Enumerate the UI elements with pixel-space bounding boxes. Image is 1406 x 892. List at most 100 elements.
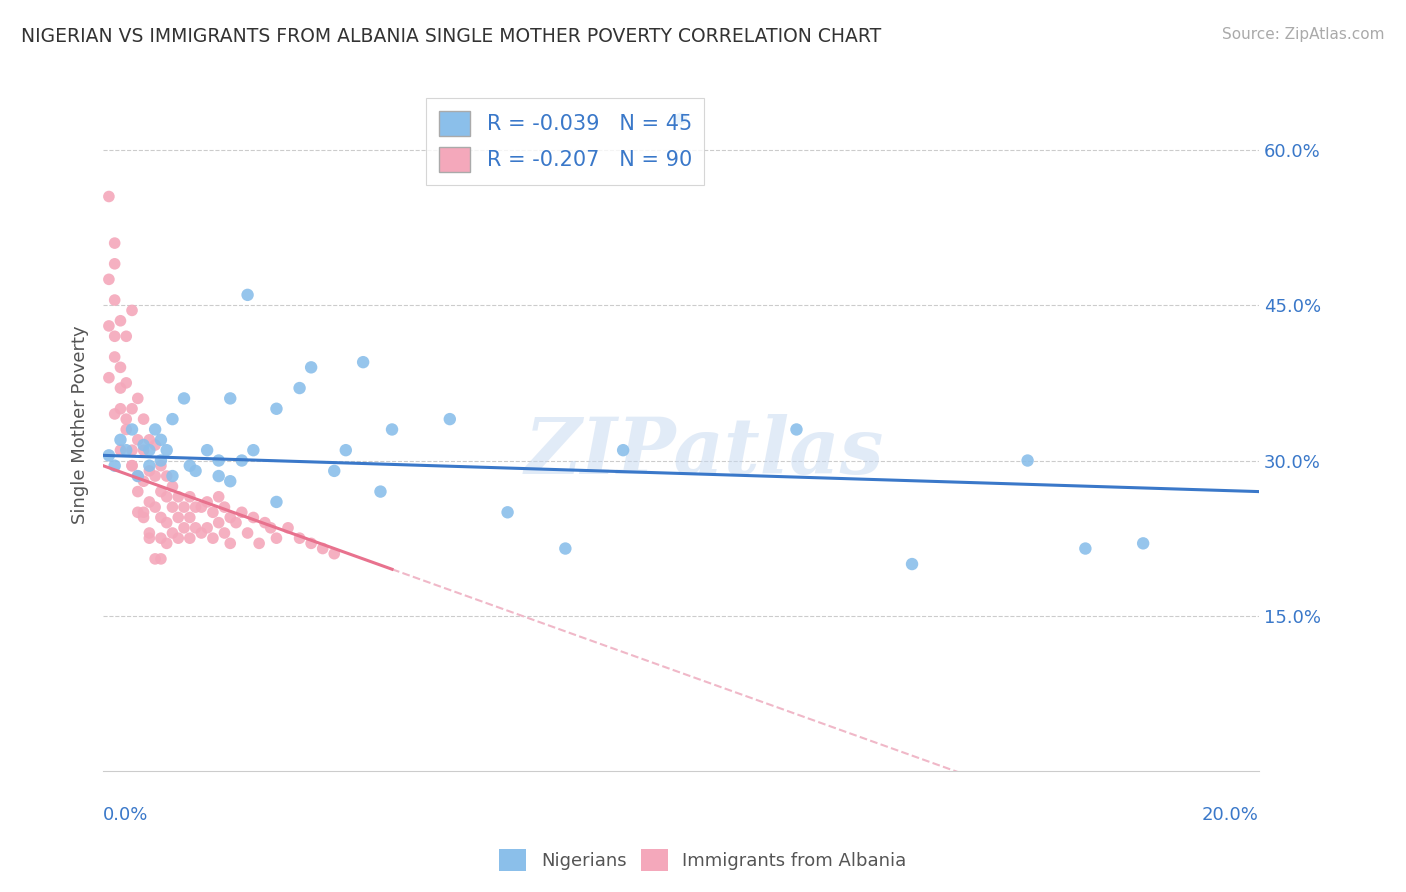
Point <box>138 526 160 541</box>
Point <box>162 479 184 493</box>
Point <box>127 392 149 406</box>
Point <box>121 458 143 473</box>
Point <box>236 526 259 541</box>
Point <box>288 531 311 545</box>
Point <box>104 407 127 421</box>
Text: ZIPatlas: ZIPatlas <box>524 414 884 491</box>
Point <box>242 510 264 524</box>
Point <box>214 526 236 541</box>
Point <box>208 516 231 530</box>
Point <box>288 381 311 395</box>
Point <box>156 490 179 504</box>
Point <box>110 443 132 458</box>
Point <box>173 500 195 515</box>
Point <box>323 464 346 478</box>
Point <box>190 500 212 515</box>
Point <box>104 236 127 251</box>
Point <box>121 401 143 416</box>
Point <box>208 453 231 467</box>
Point <box>184 464 207 478</box>
Point <box>162 500 184 515</box>
Point <box>179 490 201 504</box>
Point <box>496 505 519 519</box>
Point <box>127 469 149 483</box>
Point <box>299 360 322 375</box>
Point <box>352 355 374 369</box>
Point <box>1132 536 1154 550</box>
Point <box>143 500 166 515</box>
Text: Source: ZipAtlas.com: Source: ZipAtlas.com <box>1222 27 1385 42</box>
Point <box>253 516 276 530</box>
Point <box>143 552 166 566</box>
Point <box>162 412 184 426</box>
Point <box>104 350 127 364</box>
Point <box>236 288 259 302</box>
Point <box>231 453 253 467</box>
Point <box>195 521 218 535</box>
Point <box>110 381 132 395</box>
Point <box>138 495 160 509</box>
Point <box>669 112 692 126</box>
Point <box>214 500 236 515</box>
Point <box>167 510 190 524</box>
Point <box>323 547 346 561</box>
Point <box>266 531 288 545</box>
Point <box>115 329 138 343</box>
Point <box>149 458 172 473</box>
Point <box>167 490 190 504</box>
Point <box>219 510 242 524</box>
Point <box>247 536 270 550</box>
Point <box>121 443 143 458</box>
Point <box>132 505 155 519</box>
Point <box>201 531 224 545</box>
Point <box>312 541 335 556</box>
Point <box>143 422 166 436</box>
Point <box>104 293 127 307</box>
Point <box>225 516 247 530</box>
Point <box>162 469 184 483</box>
Point <box>97 370 120 384</box>
Point <box>260 521 283 535</box>
Point <box>335 443 357 458</box>
Point <box>132 412 155 426</box>
Point <box>156 516 179 530</box>
Point <box>370 484 392 499</box>
Point <box>132 510 155 524</box>
Point <box>121 422 143 436</box>
Point <box>110 401 132 416</box>
Text: 20.0%: 20.0% <box>1202 805 1258 824</box>
Point <box>156 443 179 458</box>
Point <box>132 443 155 458</box>
Point <box>97 189 120 203</box>
Point <box>127 484 149 499</box>
Point <box>132 475 155 489</box>
Point <box>110 314 132 328</box>
Point <box>149 531 172 545</box>
Point <box>138 464 160 478</box>
Point <box>104 257 127 271</box>
Point <box>381 422 404 436</box>
Point <box>179 510 201 524</box>
Point <box>97 272 120 286</box>
Point <box>138 458 160 473</box>
Point <box>266 495 288 509</box>
Point <box>554 541 576 556</box>
Point <box>143 438 166 452</box>
Legend: Nigerians, Immigrants from Albania: Nigerians, Immigrants from Albania <box>492 842 914 879</box>
Point <box>173 521 195 535</box>
Point <box>277 521 299 535</box>
Point <box>208 469 231 483</box>
Point <box>785 422 807 436</box>
Point <box>156 469 179 483</box>
Point <box>1074 541 1097 556</box>
Point <box>127 505 149 519</box>
Point <box>138 443 160 458</box>
Point <box>156 536 179 550</box>
Legend: R = -0.039   N = 45, R = -0.207   N = 90: R = -0.039 N = 45, R = -0.207 N = 90 <box>426 98 704 185</box>
Point <box>612 443 634 458</box>
Point <box>132 438 155 452</box>
Point <box>162 526 184 541</box>
Text: NIGERIAN VS IMMIGRANTS FROM ALBANIA SINGLE MOTHER POVERTY CORRELATION CHART: NIGERIAN VS IMMIGRANTS FROM ALBANIA SING… <box>21 27 882 45</box>
Point <box>179 458 201 473</box>
Point <box>208 490 231 504</box>
